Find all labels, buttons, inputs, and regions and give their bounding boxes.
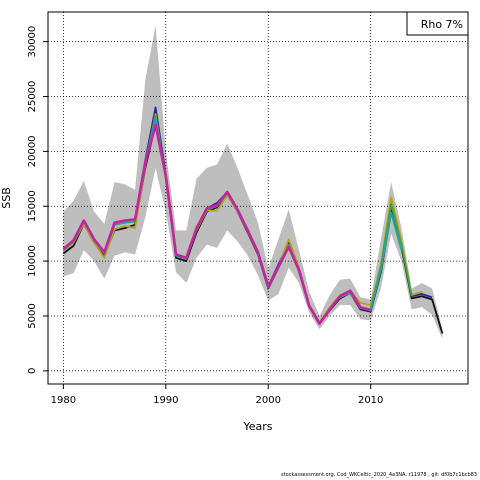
footer-credit: stockassessment.org, Cod_WKCeltic_2020_4… (281, 472, 477, 478)
x-tick-label: 2000 (256, 395, 281, 406)
confidence-bands (63, 25, 443, 340)
y-tick-label: 20000 (27, 135, 38, 167)
x-tick-label: 1990 (153, 395, 178, 406)
legend-text: Rho 7% (421, 18, 463, 31)
y-tick-label: 10000 (27, 245, 38, 277)
legend: Rho 7% (406, 11, 469, 36)
y-tick-label: 15000 (27, 190, 38, 222)
y-axis-ticks: 0 5000 10000 15000 20000 25000 30000 (27, 26, 48, 374)
y-tick-label: 30000 (27, 26, 38, 58)
x-tick-label: 2010 (358, 395, 383, 406)
plot-frame (47, 11, 469, 385)
x-axis-ticks: 1980 1990 2000 2010 (51, 384, 383, 406)
y-tick-label: 5000 (27, 303, 38, 328)
legend-box (406, 11, 469, 36)
x-axis-label: Years (242, 420, 272, 433)
series-lines (62, 106, 444, 334)
y-axis-label: SSB (0, 187, 13, 209)
y-tick-label: 0 (27, 368, 38, 374)
x-tick-label: 1980 (51, 395, 76, 406)
grid-lines (48, 12, 468, 384)
series-line (62, 123, 372, 325)
confidence-band (63, 25, 371, 330)
y-tick-label: 25000 (27, 81, 38, 113)
